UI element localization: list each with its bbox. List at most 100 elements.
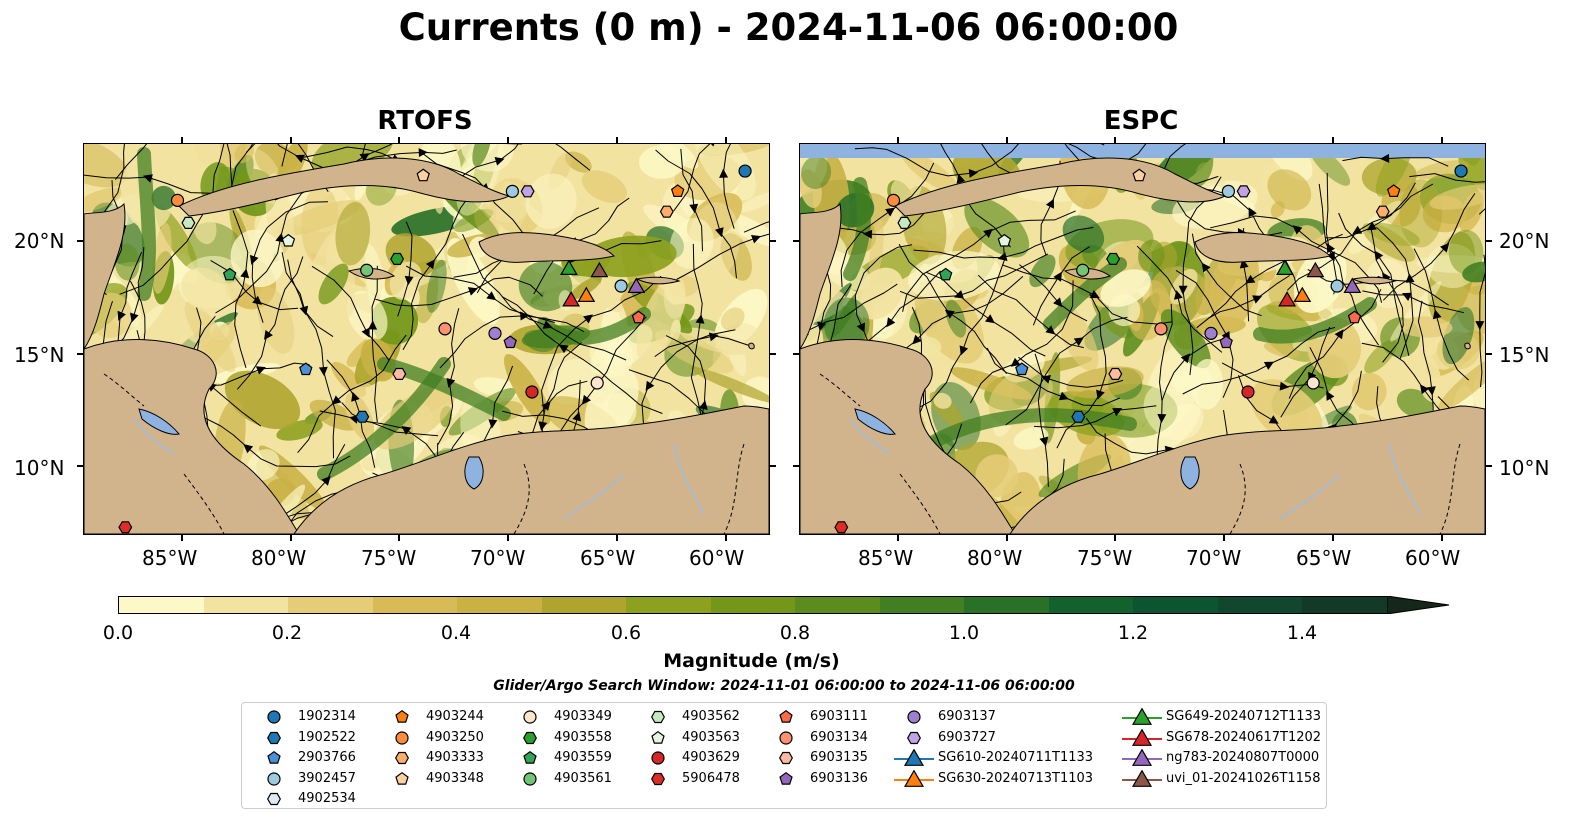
colorbar-segment [1133,597,1218,613]
pentagon-marker-icon [395,771,409,785]
legend-item-label: 4902534 [298,791,356,806]
legend-item-label: uvi_01-20241026T1158 [1166,770,1321,786]
lon-tick-mark [180,137,183,143]
pentagon-marker-icon [395,709,409,723]
legend-item-label: 4903333 [426,750,484,765]
platform-marker [1241,385,1255,399]
colorbar-tick: 0.0 [102,622,134,644]
legend-item-label: 1902314 [298,709,356,724]
platform-marker [627,277,646,293]
legend-item-label: 4903562 [682,709,740,724]
colorbar-segment [1302,597,1387,613]
hexagon-marker-icon [267,792,281,806]
circle-marker-icon [907,710,921,724]
legend-item-label: 4903348 [426,770,484,786]
legend-item-label: SG678-20240617T1202 [1166,729,1322,745]
colorbar-label: Magnitude (m/s) [663,650,840,672]
hexagon-marker-icon [907,731,921,744]
legend-item-label: SG649-20240712T1133 [1166,709,1322,724]
legend-item-label: ng783-20240807T0000 [1166,750,1320,765]
lon-tick-mark [507,535,510,541]
lon-tick-mark [724,535,727,541]
platform-marker [886,193,901,207]
lon-tick-mark [289,137,292,143]
legend-item-label: 6903727 [938,729,996,745]
search-window-note: Glider/Argo Search Window: 2024-11-01 06… [493,678,1075,694]
lon-tick-mark [1331,535,1334,541]
colorbar-segment [541,597,627,613]
colorbar-tick: 0.2 [271,622,303,644]
platform-marker [659,205,674,218]
triangle-marker-icon [894,769,934,787]
legend-item-label: 6903136 [810,770,868,786]
pentagon-marker-icon [651,730,665,744]
platform-marker [1221,184,1235,198]
lat-tick-mark [77,465,83,468]
platform-marker [390,252,405,266]
legend-item-label: 4903250 [426,729,484,745]
platform-marker [938,267,953,281]
lon-label-rtofs-75: 75°W [361,546,417,570]
legend-item-label: 6903134 [810,729,868,745]
colorbar-segment [203,597,289,613]
platform-marker [614,279,628,293]
platform-marker [1076,263,1090,277]
lat-tick-mark [793,239,799,242]
platform-marker [1108,367,1123,380]
legend-item-label: SG610-20240711T1133 [938,750,1094,765]
circle-marker-icon [395,730,409,745]
legend-item-label: 5906478 [682,770,740,786]
colorbar-segment [288,597,373,613]
lon-label-rtofs-65: 65°W [580,546,636,570]
lon-tick-mark [1440,137,1443,143]
lat-tick-mark [1486,352,1492,355]
lon-label-espc-80: 80°W [967,546,1023,570]
platform-marker [738,164,752,178]
platform-marker [1293,286,1312,302]
platform-marker [1276,259,1294,275]
lat-label-left-10: 10°N [14,456,65,480]
lon-label-espc-65: 65°W [1296,546,1352,570]
lon-tick-mark [507,137,510,143]
legend-item-label: 4903558 [554,729,612,745]
platform-marker [1132,168,1146,182]
colorbar-segment [710,597,796,613]
triangle-marker-icon [1122,769,1162,787]
colorbar-tick: 0.6 [610,622,642,644]
lon-label-rtofs-85: 85°W [142,546,198,570]
lat-tick-mark [1486,239,1492,242]
colorbar-tick: 0.8 [779,622,811,644]
circle-marker-icon [523,710,537,724]
lat-tick-mark [793,465,799,468]
legend-item-label: 6903135 [810,750,868,765]
pentagon-marker-icon [779,709,793,723]
lat-tick-mark [77,239,83,242]
legend-item-label: SG630-20240713T1103 [938,770,1094,786]
lon-tick-mark [398,137,401,143]
colorbar-segment [1217,597,1303,613]
platform-marker [577,286,596,302]
lon-tick-mark [1005,137,1008,143]
platform-marker [1386,184,1401,198]
legend-item-label: 4903559 [554,750,612,765]
lon-tick-mark [896,137,899,143]
circle-marker-icon [523,771,537,786]
hexagon-marker-icon [395,751,409,765]
colorbar-tick: 1.0 [948,622,980,644]
lon-tick-mark [1223,137,1226,143]
lon-tick-mark [1114,535,1117,541]
lat-tick-mark [770,465,776,468]
colorbar-tick: 0.4 [440,622,472,644]
lon-label-espc-60: 60°W [1405,546,1461,570]
platform-marker [1015,362,1029,376]
platform-marker [299,362,313,376]
platform-marker [590,261,609,278]
hexagon-marker-icon [651,710,665,724]
lon-tick-mark [1114,137,1117,143]
platform-marker [1071,410,1086,423]
triangle-marker-icon [1122,708,1162,725]
colorbar-segment [372,597,458,613]
colorbar-extend-arrow [1387,596,1450,614]
hexagon-marker-icon [651,772,665,785]
platform-marker [1236,185,1251,198]
